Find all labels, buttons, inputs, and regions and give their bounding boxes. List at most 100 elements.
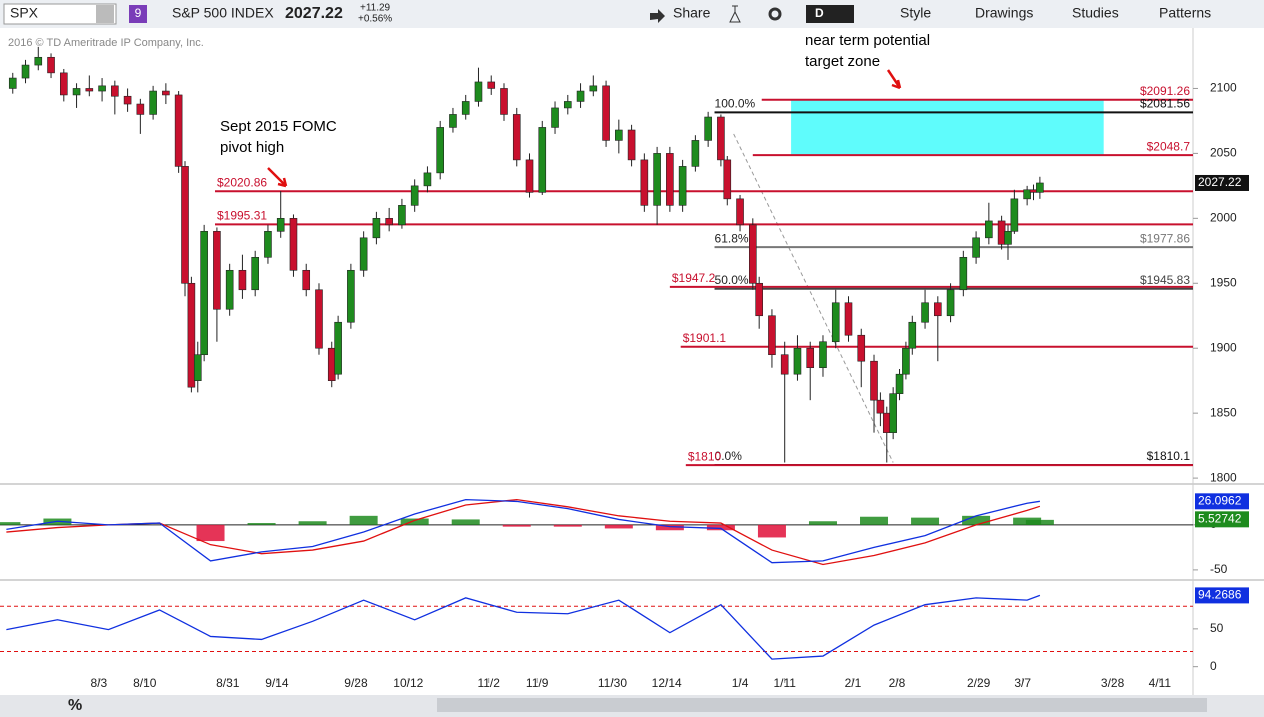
candle-body (149, 90, 157, 115)
candle-body (678, 166, 687, 206)
last-price: 2027.22 (285, 5, 343, 22)
y-tick-label: 2000 (1210, 211, 1237, 225)
level-label: $1947.2 (672, 271, 716, 285)
candle-body (959, 256, 968, 291)
fib-label: 0.0% (715, 449, 743, 463)
candle-body (8, 77, 17, 89)
symbol-dropdown[interactable] (96, 5, 114, 23)
candle-body (525, 159, 534, 193)
candle-body (187, 282, 196, 388)
candle-body (895, 373, 904, 394)
level-label: $1995.31 (217, 209, 267, 223)
flask-icon[interactable] (729, 5, 741, 23)
candle-body (1029, 189, 1038, 193)
diff-value-box (1195, 511, 1249, 528)
candle-body (500, 88, 508, 115)
candle-body (98, 85, 106, 92)
settings-icon[interactable] (768, 7, 782, 21)
candle-body (889, 393, 897, 433)
candle-body (174, 94, 183, 167)
candle-body (423, 172, 432, 187)
histogram-bar (604, 524, 633, 529)
annotation: Sept 2015 FOMC (220, 118, 337, 135)
x-tick-label: 2/1 (845, 676, 862, 690)
x-tick-label: 3/7 (1014, 676, 1031, 690)
period: D (815, 6, 824, 20)
stoch-value: 94.2686 (1198, 588, 1242, 602)
candle-body (615, 129, 623, 141)
badge: 9 (135, 6, 142, 20)
candle-body (59, 72, 68, 96)
share-label: Share (673, 5, 711, 21)
level-label: $2020.86 (217, 175, 267, 189)
candle-body (200, 231, 208, 356)
drawings-button[interactable]: Drawings (975, 5, 1033, 21)
x-tick-label: 3/28 (1101, 676, 1125, 690)
candle-body (576, 90, 585, 102)
candle-body (449, 114, 457, 128)
y-tick-label: 1850 (1210, 405, 1237, 419)
candle-body (85, 88, 94, 92)
level-label: $2091.26 (1140, 84, 1190, 98)
candle-body (162, 90, 170, 96)
percent-toggle[interactable]: % (68, 697, 82, 714)
x-tick-label: 2/8 (889, 676, 906, 690)
candle-body (213, 231, 221, 310)
candle-body (72, 88, 81, 96)
candle-body (34, 56, 43, 66)
x-tick-label: 11/2 (477, 676, 500, 690)
candle-body (251, 256, 259, 291)
candle-body (723, 159, 732, 200)
x-tick-label: 2/29 (967, 676, 991, 690)
symbol-box[interactable] (3, 3, 117, 25)
fib-label: 61.8% (715, 231, 749, 245)
x-tick-label: 10/12 (393, 676, 423, 690)
candle-body (410, 185, 419, 206)
candle-body (589, 85, 598, 92)
candle-body (972, 237, 980, 258)
histogram-bar (655, 524, 684, 531)
x-tick-label: 4/11 (1149, 676, 1172, 690)
fib-label: 100.0% (715, 97, 756, 111)
y-tick-label: 50 (1210, 621, 1224, 635)
period-box[interactable] (806, 5, 854, 23)
macd-value-box (1195, 493, 1249, 510)
x-tick-label: 8/3 (91, 676, 108, 690)
y-tick-label: -50 (1210, 562, 1228, 576)
share-button[interactable]: Share (650, 5, 711, 23)
style-button[interactable]: Style (900, 5, 931, 21)
target-zone (791, 99, 1104, 156)
candle-body (921, 302, 929, 323)
candle-body (666, 153, 674, 206)
candle-body (806, 347, 815, 369)
candle-body (47, 56, 55, 74)
candle-body (691, 140, 700, 167)
candle-body (136, 103, 145, 115)
fib-label: 50.0% (715, 273, 749, 287)
candle-body (882, 412, 891, 433)
fib-trendline (733, 133, 894, 463)
level-label: $2081.56 (1140, 97, 1190, 111)
candle-body (602, 85, 610, 141)
candle-body (627, 129, 636, 161)
candle-body (461, 101, 470, 115)
scroll-thumb[interactable] (437, 698, 1207, 712)
candle-body (793, 347, 802, 375)
candle-body (372, 218, 381, 239)
x-tick-label: 8/10 (133, 676, 157, 690)
histogram-bar (349, 515, 378, 525)
last-price-label: 2027.22 (1198, 175, 1242, 189)
candle-body (902, 347, 910, 375)
histogram-bar (502, 524, 531, 527)
patterns-button[interactable]: Patterns (1159, 5, 1211, 21)
candle-body (780, 354, 789, 375)
x-tick-label: 12/14 (652, 676, 682, 690)
histogram-bar (706, 524, 735, 531)
studies-button[interactable]: Studies (1072, 5, 1119, 21)
y-tick-label: 1900 (1210, 340, 1237, 354)
candle-body (640, 159, 649, 206)
candle-body (474, 81, 483, 102)
y-tick-label: 2050 (1210, 146, 1237, 160)
candle-body (653, 153, 661, 206)
indicator-line (6, 498, 1040, 564)
